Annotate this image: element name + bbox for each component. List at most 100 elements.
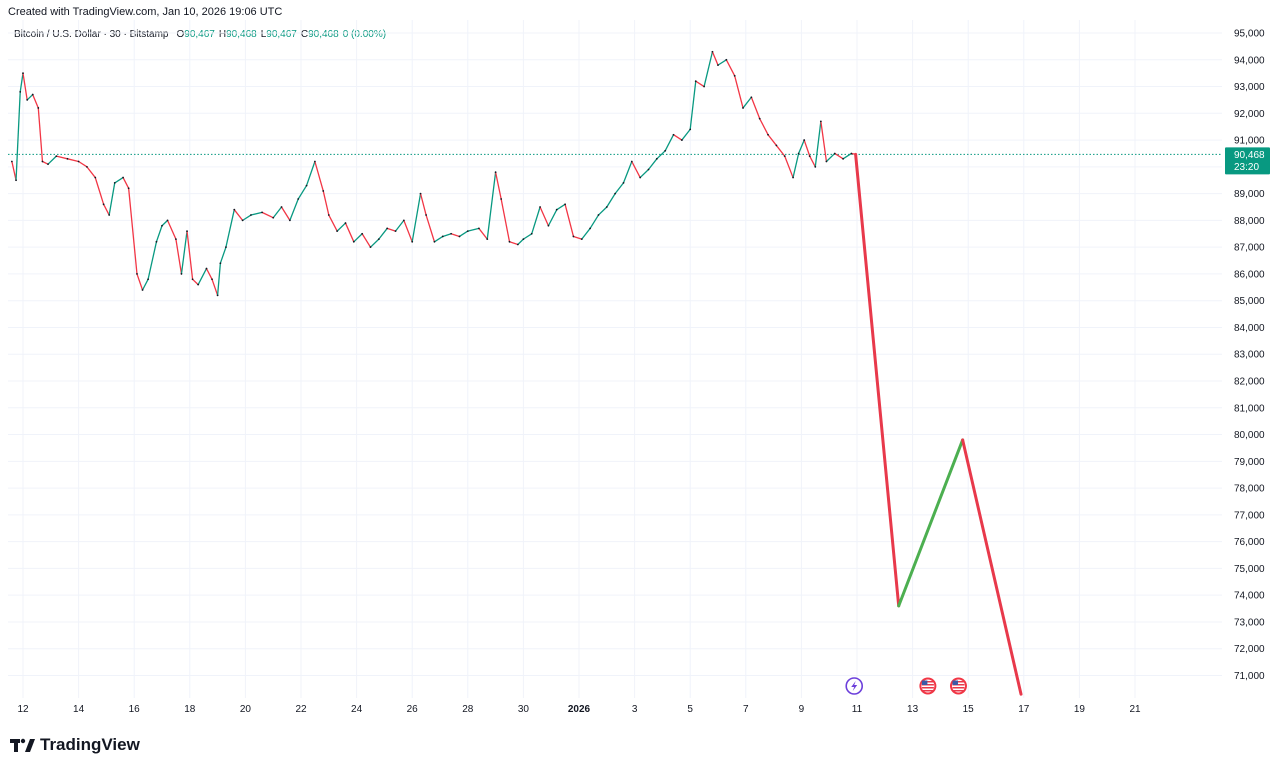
price-segment: [86, 166, 96, 178]
price-point: [680, 139, 683, 141]
price-point: [508, 240, 511, 243]
price-segment: [589, 214, 600, 229]
price-point: [580, 238, 583, 241]
price-segment: [161, 219, 169, 227]
price-point: [639, 176, 642, 179]
price-point: [783, 155, 786, 158]
price-segment: [842, 152, 852, 160]
price-segment: [564, 204, 575, 237]
price-segment: [639, 169, 649, 179]
price-point: [127, 187, 130, 190]
projection-leg-1: [854, 152, 901, 608]
price-point: [272, 216, 275, 219]
price-segment: [647, 158, 658, 170]
price-segment: [370, 238, 380, 248]
price-segment: [328, 214, 338, 232]
x-tick-label: 24: [351, 704, 363, 715]
price-point: [792, 176, 794, 179]
price-point: [225, 246, 227, 249]
price-point: [694, 80, 697, 83]
price-point: [66, 157, 69, 160]
price-point: [94, 176, 97, 179]
price-point: [742, 107, 744, 109]
x-tick-label: 13: [907, 704, 919, 715]
price-segment: [250, 211, 263, 216]
price-point: [288, 219, 291, 222]
price-point: [322, 190, 325, 192]
price-segment: [664, 134, 675, 152]
price-segment: [78, 160, 88, 168]
price-segment: [305, 161, 316, 186]
price-segment: [108, 182, 116, 216]
price-segment: [378, 228, 388, 240]
price-point: [219, 262, 222, 265]
price-segment: [725, 59, 736, 77]
price-segment: [478, 228, 488, 240]
y-tick-label: 89,000: [1234, 189, 1265, 200]
y-tick-label: 94,000: [1234, 55, 1265, 66]
ohlc-low: L90,467: [260, 29, 297, 40]
price-point: [55, 155, 58, 158]
price-segment: [614, 182, 624, 195]
symbol-legend: Bitcoin / U.S. Dollar · 30 · Bitstamp O9…: [14, 29, 386, 40]
event-us-flag-icon[interactable]: [949, 677, 967, 695]
price-point: [689, 128, 692, 131]
price-point: [241, 219, 244, 222]
price-point: [394, 230, 397, 232]
x-tick-label: 26: [407, 704, 419, 715]
x-tick-label: 19: [1074, 704, 1086, 715]
price-point: [672, 133, 675, 136]
price-segment: [175, 239, 183, 275]
price-axis: 95,00094,00093,00092,00091,00090,00089,0…: [1234, 29, 1265, 682]
price-point: [664, 149, 667, 152]
price-point: [411, 240, 414, 243]
price-point: [77, 160, 80, 163]
event-bolt-icon[interactable]: [845, 677, 864, 695]
price-segment: [56, 155, 68, 160]
price-point: [803, 139, 806, 141]
price-point: [19, 90, 22, 93]
price-segment: [573, 235, 582, 240]
price-segment: [825, 152, 836, 162]
price-segment: [166, 220, 177, 240]
price-segment: [11, 161, 17, 181]
price-segment: [386, 227, 396, 232]
price-point: [344, 222, 347, 224]
price-segment: [26, 94, 34, 101]
y-tick-label: 71,000: [1234, 671, 1265, 682]
y-tick-label: 77,000: [1234, 510, 1265, 521]
y-tick-label: 93,000: [1234, 82, 1265, 93]
price-segment: [798, 139, 805, 154]
price-segment: [556, 203, 566, 211]
x-tick-label: 16: [129, 704, 141, 715]
projection-leg-3: [961, 438, 1023, 696]
price-point: [147, 278, 150, 281]
price-segment: [820, 121, 828, 162]
y-tick-label: 74,000: [1234, 591, 1265, 602]
price-point: [808, 155, 811, 158]
price-segment: [47, 155, 57, 165]
price-segment: [122, 177, 130, 189]
price-segment: [147, 241, 158, 280]
symbol-title[interactable]: Bitcoin / U.S. Dollar · 30 · Bitstamp: [14, 29, 169, 40]
event-us-flag-icon[interactable]: [919, 677, 937, 695]
price-badge: 90,468 23:20: [1225, 147, 1270, 175]
price-point: [136, 273, 138, 275]
y-tick-label: 76,000: [1234, 537, 1265, 548]
price-point: [336, 230, 339, 232]
price-segment: [523, 233, 533, 240]
price-segment: [759, 118, 769, 136]
price-segment: [834, 152, 844, 160]
y-tick-label: 82,000: [1234, 377, 1265, 388]
price-point: [589, 227, 592, 230]
x-tick-label: 17: [1018, 704, 1030, 715]
x-tick-label: 15: [963, 704, 975, 715]
price-point: [26, 99, 29, 101]
price-segment: [216, 263, 222, 296]
price-segment: [395, 219, 405, 232]
price-point: [850, 152, 853, 155]
tradingview-logo[interactable]: TradingView: [10, 735, 140, 755]
price-point: [261, 211, 263, 214]
price-point: [314, 160, 316, 163]
